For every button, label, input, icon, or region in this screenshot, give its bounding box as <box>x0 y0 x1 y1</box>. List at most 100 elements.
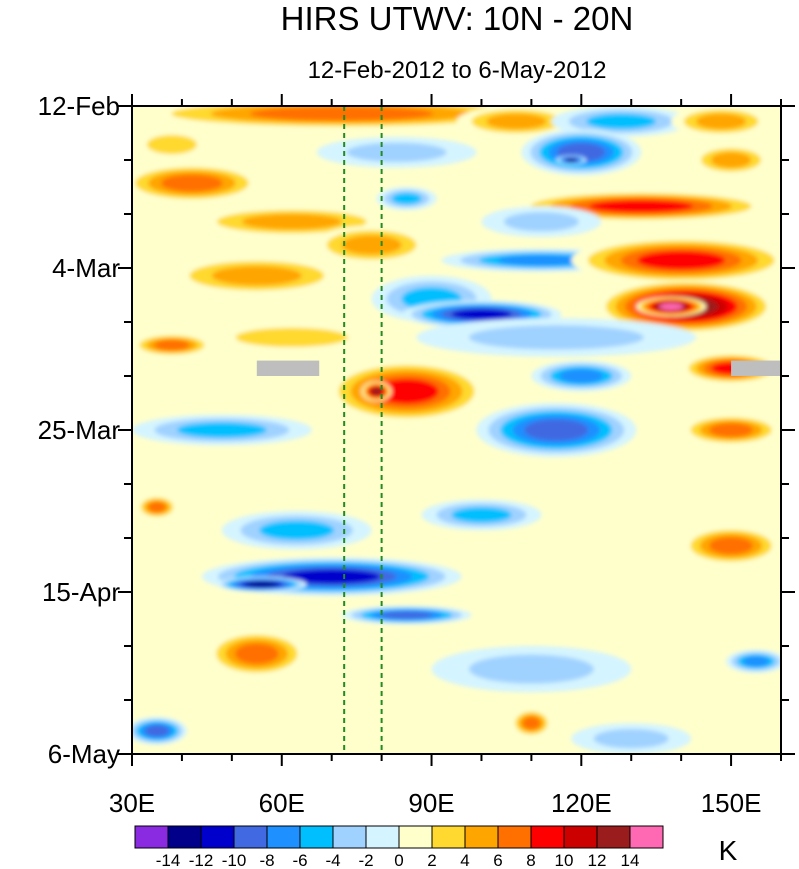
colorbar-swatch <box>332 825 367 849</box>
anomaly-feature <box>316 136 477 168</box>
anomaly-feature <box>221 511 372 550</box>
anomaly-feature <box>551 106 692 137</box>
anomaly-contour-band <box>161 174 223 192</box>
colorbar-label: -6 <box>292 851 307 869</box>
anomaly-contour-band <box>146 135 197 155</box>
anomaly-contour-band <box>177 422 267 438</box>
colorbar-swatch <box>530 825 565 849</box>
anomaly-contour-band <box>235 327 348 347</box>
anomaly-contour-band <box>522 717 541 730</box>
anomaly-contour-band <box>559 369 604 383</box>
colorbar-label: 0 <box>394 851 403 869</box>
anomaly-feature <box>166 256 347 296</box>
anomaly-feature <box>571 237 781 284</box>
colorbar-swatch <box>629 825 664 849</box>
anomaly-contour-band <box>371 387 382 395</box>
colorbar-swatch <box>464 825 499 849</box>
colorbar-swatch <box>299 825 334 849</box>
y-tick-label: 12-Feb <box>38 91 120 121</box>
anomaly-contour-band <box>283 569 381 584</box>
anomaly-contour-band <box>250 106 434 121</box>
missing-data-region <box>731 360 781 376</box>
anomaly-feature <box>132 129 212 161</box>
anomaly-feature <box>671 106 771 137</box>
y-tick-label: 4-Mar <box>52 253 120 283</box>
anomaly-feature <box>531 360 632 392</box>
anomaly-contour-band <box>341 235 402 255</box>
anomaly-feature <box>636 296 707 317</box>
anomaly-contour-band <box>711 152 752 168</box>
anomaly-feature <box>341 605 472 625</box>
missing-data-regions <box>256 360 781 376</box>
colorbar-label: 10 <box>555 851 574 869</box>
anomaly-feature <box>476 403 637 457</box>
anomaly-contour-band <box>504 212 579 232</box>
anomaly-feature <box>137 495 177 519</box>
colorbar-swatch <box>563 825 598 849</box>
anomaly-contour-band <box>659 303 684 310</box>
anomaly-contour-band <box>742 656 770 667</box>
anomaly-feature <box>481 206 602 238</box>
anomaly-feature <box>376 187 437 211</box>
y-tick-label: 25-Mar <box>38 415 121 445</box>
anomaly-feature <box>421 499 542 531</box>
colorbar-label: 14 <box>621 851 640 869</box>
colorbar-swatch <box>134 825 169 849</box>
anomaly-feature <box>326 360 487 423</box>
x-tick-label: 150E <box>701 788 762 818</box>
anomaly-contour-band <box>391 192 422 205</box>
colorbar-label: 4 <box>460 851 469 869</box>
colorbar-swatch <box>167 825 202 849</box>
anomaly-feature <box>132 717 187 745</box>
chart-title: HIRS UTWV: 10N - 20N <box>281 0 634 37</box>
anomaly-contour-band <box>486 113 547 130</box>
anomaly-feature <box>311 225 432 265</box>
colorbar-swatch <box>233 825 268 849</box>
colorbar-swatch <box>266 825 301 849</box>
colorbar-label: -10 <box>222 851 247 869</box>
anomaly-contour-band <box>154 340 190 351</box>
chart-subtitle: 12-Feb-2012 to 6-May-2012 <box>308 57 607 84</box>
y-axis: 12-Feb 4-Mar 25-Mar 15-Apr 6-May <box>38 91 795 769</box>
anomaly-feature <box>132 414 312 446</box>
anomaly-feature <box>556 155 587 165</box>
anomaly-feature <box>681 526 781 565</box>
anomaly-contour-band <box>709 537 753 555</box>
anomaly-feature <box>361 381 392 402</box>
y-tick-label: 15-Apr <box>42 577 120 607</box>
colorbar-swatch <box>497 825 532 849</box>
anomaly-contour-band <box>566 158 577 162</box>
anomaly-feature <box>571 723 692 754</box>
anomaly-feature <box>691 144 771 176</box>
anomaly-feature <box>431 646 632 693</box>
colorbar-label: -8 <box>259 851 274 869</box>
colorbar-label: 12 <box>588 851 607 869</box>
colorbar-swatch <box>431 825 466 849</box>
colorbar: -14 -12 -10 -8 -6 -4 -2 0 2 4 6 8 10 12 14 <box>134 825 664 869</box>
anomaly-feature <box>416 318 697 357</box>
colorbar-label: -4 <box>325 851 340 869</box>
colorbar-swatch <box>365 825 400 849</box>
anomaly-contour-band <box>374 379 439 404</box>
anomaly-feature <box>201 322 382 353</box>
anomaly-feature <box>521 129 642 176</box>
x-tick-label: 120E <box>551 788 612 818</box>
anomaly-feature <box>132 163 262 203</box>
x-tick-label: 30E <box>109 788 155 818</box>
anomaly-feature <box>132 106 552 130</box>
anomaly-contour-band <box>451 309 512 320</box>
anomaly-contour-band <box>346 142 447 162</box>
anomaly-feature <box>726 649 781 673</box>
colorbar-unit-label: K <box>719 835 738 866</box>
missing-data-region <box>256 360 320 376</box>
anomaly-feature <box>206 630 307 677</box>
colorbar-label: -12 <box>189 851 214 869</box>
anomaly-contour-band <box>637 250 726 270</box>
anomaly-contour-band <box>589 200 694 213</box>
anomaly-contour-band <box>259 520 335 540</box>
anomaly-contour-band <box>709 423 753 437</box>
colorbar-swatch <box>200 825 235 849</box>
anomaly-contour-band <box>148 502 166 513</box>
colorbar-label: -14 <box>156 851 181 869</box>
